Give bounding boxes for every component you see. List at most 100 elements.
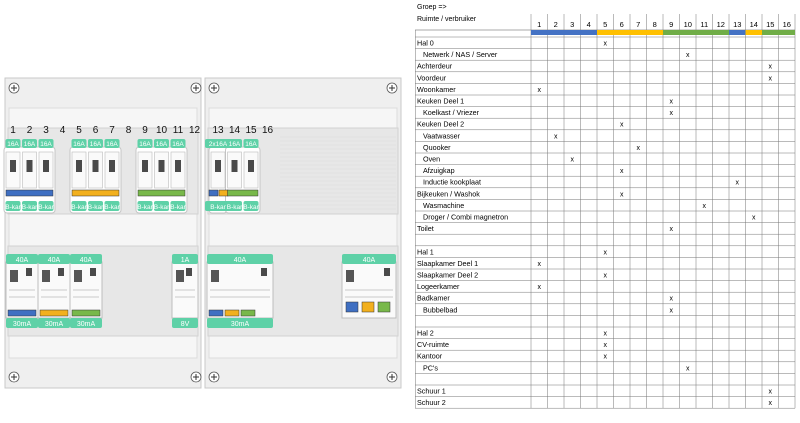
- group-color-strip: [745, 30, 762, 35]
- table-cell-mark: x: [538, 284, 542, 291]
- breaker-toggle: [26, 160, 33, 172]
- group-color-strip: [580, 30, 597, 35]
- table-cell-mark: x: [769, 64, 773, 71]
- type-label-bg: [5, 201, 21, 211]
- table-cell-mark: x: [620, 191, 624, 198]
- amp-label: 16A: [106, 141, 118, 148]
- amp-label: 16A: [229, 141, 241, 148]
- table-row-label: Voordeur: [417, 73, 447, 82]
- table-row-label: PC's: [423, 363, 438, 372]
- group-color-bar: [39, 309, 69, 317]
- rcd-ma-label-bg: [172, 318, 198, 328]
- amp-label-bg: [227, 139, 242, 148]
- table-cell-mark: x: [670, 296, 674, 303]
- table-row-label: Quooker: [423, 143, 451, 152]
- table-row-label: Slaapkamer Deel 2: [417, 271, 478, 280]
- column-number: 6: [620, 20, 624, 29]
- table-row-label: Bijkeuken / Washok: [417, 189, 480, 198]
- table-cell-mark: x: [670, 99, 674, 106]
- screw-cross-icon: [193, 85, 199, 91]
- group-color-bar: [361, 301, 375, 313]
- group-color-bar: [227, 189, 259, 197]
- table-grid: [415, 14, 796, 409]
- type-label: B-kar: [38, 204, 54, 211]
- screw-cross-icon: [211, 374, 217, 380]
- rcd-amp-label-bg: [38, 254, 70, 264]
- type-label: B-kar: [5, 204, 21, 211]
- rcd-ma-label-bg: [207, 318, 273, 328]
- amp-label-bg: [170, 139, 186, 148]
- screw-cross-icon: [193, 374, 199, 380]
- rcd-test-button: [58, 268, 64, 276]
- breaker-number: 16: [262, 125, 274, 136]
- breaker-number: 4: [60, 125, 66, 136]
- table-cell-mark: x: [736, 180, 740, 187]
- table-cell-mark: x: [686, 365, 690, 372]
- amp-label-bg: [88, 139, 103, 148]
- table-row-label: Achterdeur: [417, 62, 453, 71]
- group-color-strip: [778, 30, 795, 35]
- table-row-label: Wasmachine: [423, 201, 464, 210]
- group-color-bar: [71, 309, 101, 317]
- amp-label: 16A: [90, 141, 102, 148]
- type-label-bg: [205, 201, 231, 211]
- amp-label: 16A: [156, 141, 168, 148]
- column-number: 3: [570, 20, 574, 29]
- table-cell-mark: x: [620, 122, 624, 129]
- type-label: B-kar: [71, 204, 87, 211]
- amp-label: 16A: [40, 141, 52, 148]
- column-number: 12: [717, 20, 725, 29]
- breaker-toggle: [158, 160, 165, 172]
- rcd-ma-label: 30mA: [77, 321, 96, 328]
- amp-label: 16A: [73, 141, 85, 148]
- rcd-test-button: [90, 268, 96, 276]
- amp-label-bg: [22, 139, 37, 148]
- rcd-amp-label: 1A: [181, 257, 190, 264]
- column-number: 5: [603, 20, 607, 29]
- type-label-bg: [243, 201, 259, 211]
- column-number: 11: [700, 20, 708, 29]
- column-number: 15: [766, 20, 774, 29]
- type-label-bg: [154, 201, 169, 211]
- breaker-toggle: [142, 160, 148, 172]
- breaker-number: 1: [10, 125, 16, 136]
- group-color-strip: [531, 30, 548, 35]
- table-cell-mark: x: [670, 110, 674, 117]
- group-color-bar: [377, 301, 391, 313]
- group-color-strip: [630, 30, 647, 35]
- column-number: 7: [636, 20, 640, 29]
- table-cell-mark: x: [604, 273, 608, 280]
- table-row-label: Slaapkamer Deel 1: [417, 259, 478, 268]
- breaker-number: 7: [109, 125, 115, 136]
- table-row-label: Bubbelbad: [423, 305, 457, 314]
- rcd-toggle: [176, 270, 184, 282]
- table-row-label: Droger / Combi magnetron: [423, 213, 508, 222]
- group-color-bar: [5, 189, 54, 197]
- rcd-ma-label-bg: [70, 318, 102, 328]
- column-number: 16: [783, 20, 791, 29]
- type-label: B-kar: [137, 204, 153, 211]
- breaker-number: 6: [93, 125, 99, 136]
- table-cell-mark: x: [670, 226, 674, 233]
- rcd-amp-label-bg: [172, 254, 198, 264]
- group-color-bar: [218, 189, 229, 197]
- breaker-number: 13: [212, 125, 224, 136]
- breaker-number: 9: [142, 125, 148, 136]
- table-cell-mark: x: [538, 87, 542, 94]
- rcd-toggle: [74, 270, 82, 282]
- table-cell-mark: x: [637, 145, 641, 152]
- table-row-label: Hal 2: [417, 329, 434, 338]
- group-color-bar: [208, 309, 224, 317]
- table-cell-mark: x: [752, 215, 756, 222]
- rcd-ma-label-bg: [38, 318, 70, 328]
- column-number: 1: [537, 20, 541, 29]
- group-color-strip: [712, 30, 729, 35]
- group-color-bar: [71, 189, 120, 197]
- group-color-strip: [597, 30, 614, 35]
- amp-label-bg: [38, 139, 54, 148]
- breaker-toggle: [10, 160, 16, 172]
- table-row-label: Keuken Deel 2: [417, 120, 464, 129]
- table-row-label: Badkamer: [417, 294, 450, 303]
